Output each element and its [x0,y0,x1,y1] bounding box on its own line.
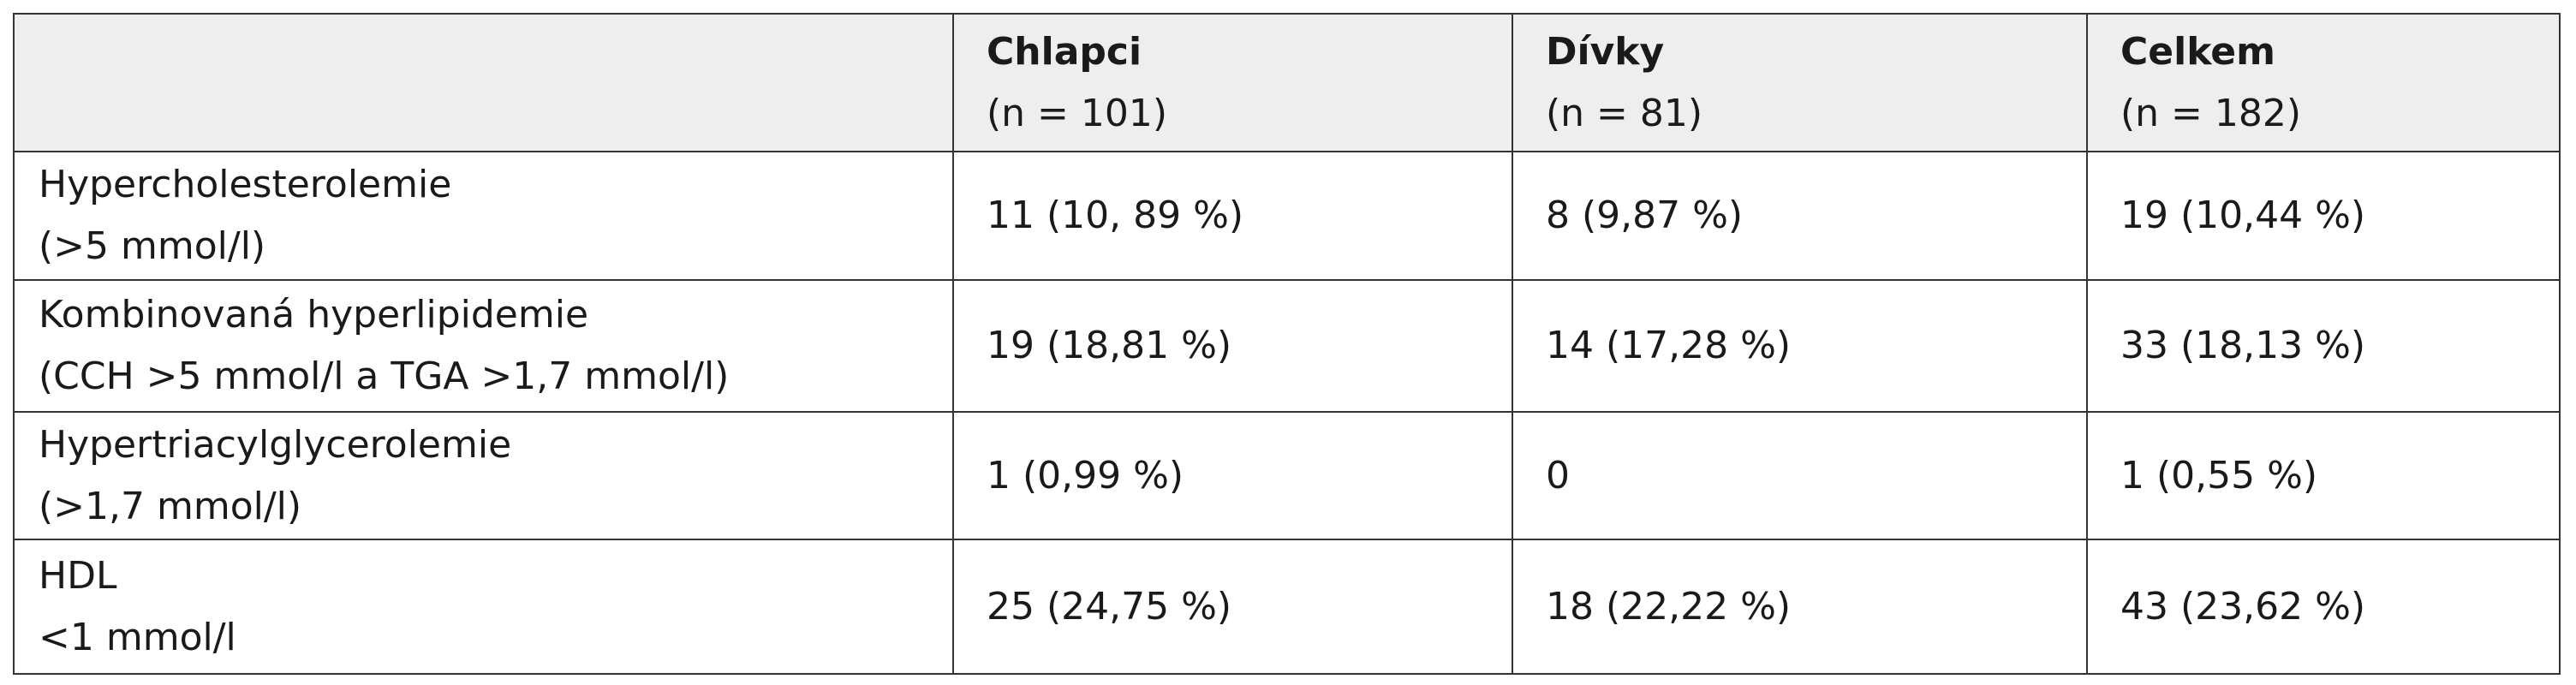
label-line: (CCH >5 mmol/l a TGA >1,7 mmol/l) [39,354,730,398]
label-cell: Hypercholesterolemie (>5 mmol/l) [13,151,954,281]
column-name: Celkem [2120,29,2275,74]
header-cell: Chlapci (n = 101) [952,13,1513,152]
column-name: Dívky [1546,29,1665,74]
value-cell: 8 (9,87 %) [1512,151,2088,281]
header-cell: Celkem (n = 182) [2086,13,2561,152]
value-cell: 1 (0,99 %) [952,411,1513,540]
label-line: Hypertriacylglycerolemie [39,422,512,467]
label-cell: HDL <1 mmol/l [13,539,954,675]
header-cell: Dívky (n = 81) [1512,13,2088,152]
label-cell: Kombinovaná hyperlipidemie (CCH >5 mmol/l… [13,279,954,413]
column-name: Chlapci [987,29,1142,74]
row: Hypercholesterolemie (>5 mmol/l) 11 (10, … [13,151,2561,281]
label-line: <1 mmol/l [39,615,236,659]
row: HDL <1 mmol/l 25 (24,75 %) 18 (22,22 %) 4… [13,539,2561,675]
value-cell: 19 (10,44 %) [2086,151,2561,281]
label-line: (>5 mmol/l) [39,224,266,268]
value-cell: 1 (0,55 %) [2086,411,2561,540]
column-n: (n = 101) [987,91,1168,135]
row: Hypertriacylglycerolemie (>1,7 mmol/l) 1 … [13,411,2561,540]
label-cell: Hypertriacylglycerolemie (>1,7 mmol/l) [13,411,954,540]
value-cell: 0 [1512,411,2088,540]
value-cell: 25 (24,75 %) [952,539,1513,675]
row: Kombinovaná hyperlipidemie (CCH >5 mmol/l… [13,279,2561,413]
column-n: (n = 81) [1546,91,1703,135]
header-empty-cell [13,13,954,152]
label-line: Hypercholesterolemie [39,163,452,206]
value-cell: 19 (18,81 %) [952,279,1513,413]
label-line: Kombinovaná hyperlipidemie [39,293,589,337]
header-row: Chlapci (n = 101) Dívky (n = 81) Celkem (n … [13,13,2561,152]
value-cell: 33 (18,13 %) [2086,279,2561,413]
label-line: HDL [39,553,117,598]
value-cell: 43 (23,62 %) [2086,539,2561,675]
value-cell: 11 (10, 89 %) [952,151,1513,281]
value-cell: 18 (22,22 %) [1512,539,2088,675]
column-n: (n = 182) [2120,91,2302,135]
value-cell: 14 (17,28 %) [1512,279,2088,413]
data-table: Chlapci (n = 101) Dívky (n = 81) Celkem (n … [13,13,2561,675]
label-line: (>1,7 mmol/l) [39,484,302,528]
